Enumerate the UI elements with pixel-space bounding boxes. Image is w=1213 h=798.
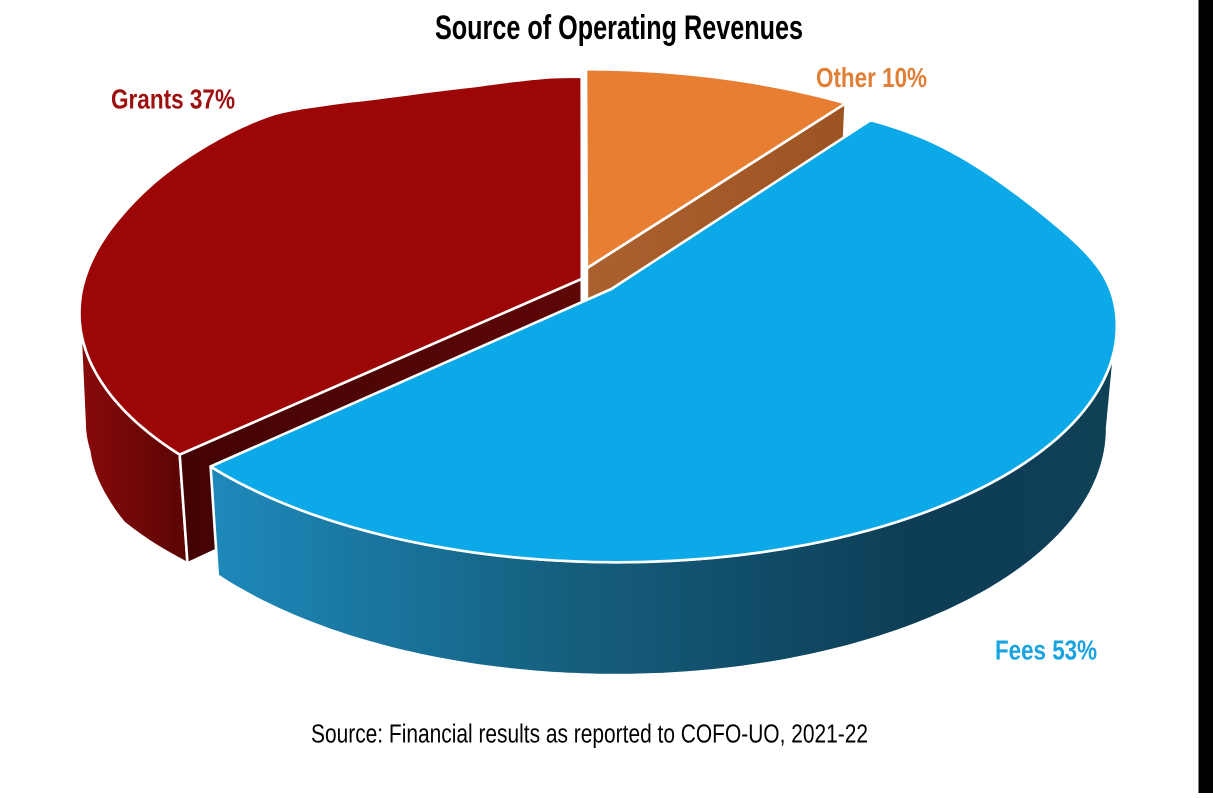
svg-text:Grants 37%: Grants 37% [111, 84, 235, 115]
svg-text:Source of Operating Revenues: Source of Operating Revenues [435, 9, 803, 47]
svg-text:Other 10%: Other 10% [816, 62, 927, 93]
svg-text:Fees 53%: Fees 53% [995, 635, 1097, 666]
svg-text:Source: Financial results as r: Source: Financial results as reported to… [311, 721, 868, 749]
